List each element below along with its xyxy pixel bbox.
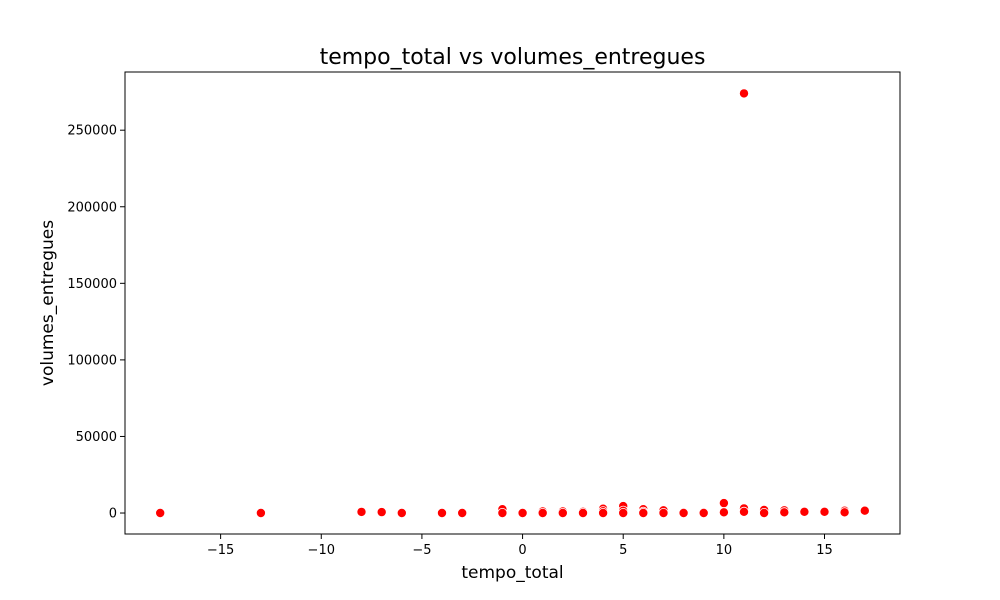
data-point	[678, 507, 689, 518]
y-tick-label: 250000	[67, 124, 117, 139]
data-point	[698, 507, 709, 518]
data-point	[718, 507, 729, 518]
y-tick-label: 200000	[67, 200, 117, 215]
data-point	[739, 506, 750, 517]
x-tick-label: 0	[518, 543, 526, 558]
data-point	[497, 507, 508, 518]
data-point	[859, 505, 870, 516]
data-point	[779, 507, 790, 518]
data-point	[517, 507, 528, 518]
data-point	[578, 507, 589, 518]
data-points	[155, 88, 870, 518]
x-tick-label: −10	[308, 543, 335, 558]
y-tick-label: 50000	[76, 430, 117, 445]
plot-area-frame	[124, 71, 901, 535]
data-point	[638, 507, 649, 518]
chart-title: tempo_total vs volumes_entregues	[320, 45, 706, 70]
data-point	[819, 506, 830, 517]
data-point	[799, 506, 810, 517]
y-axis-ticks: 0 50000 100000 150000 200000 250000	[67, 124, 125, 522]
x-axis-label: tempo_total	[461, 563, 563, 583]
data-point	[598, 507, 609, 518]
data-point	[457, 507, 468, 518]
data-point	[396, 507, 407, 518]
data-point	[759, 507, 770, 518]
data-point	[376, 507, 387, 518]
y-axis-label: volumes_entregues	[38, 220, 58, 386]
y-tick-label: 100000	[67, 353, 117, 368]
x-tick-label: −5	[412, 543, 431, 558]
y-tick-label: 0	[109, 507, 117, 522]
data-point	[537, 507, 548, 518]
data-point	[557, 507, 568, 518]
x-tick-label: 15	[816, 543, 833, 558]
data-point	[739, 88, 750, 99]
data-point	[618, 507, 629, 518]
data-point	[839, 507, 850, 518]
x-tick-label: 5	[619, 543, 627, 558]
data-point	[436, 507, 447, 518]
data-point	[155, 507, 166, 518]
data-point	[356, 506, 367, 517]
x-axis-ticks: −15 −10 −5 0 5 10 15	[207, 534, 833, 558]
x-tick-label: −15	[207, 543, 234, 558]
data-point	[718, 498, 729, 509]
x-tick-label: 10	[716, 543, 733, 558]
y-tick-label: 150000	[67, 277, 117, 292]
data-point	[255, 507, 266, 518]
data-point	[658, 507, 669, 518]
